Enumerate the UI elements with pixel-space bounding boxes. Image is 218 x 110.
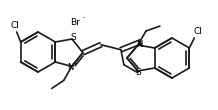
Text: ⁻: ⁻: [81, 16, 85, 22]
Text: S: S: [70, 33, 76, 42]
Text: Br: Br: [70, 17, 80, 27]
Text: Cl: Cl: [194, 27, 203, 36]
Text: S: S: [135, 68, 141, 77]
Text: N: N: [68, 63, 74, 72]
Text: +: +: [73, 61, 78, 66]
Text: Cl: Cl: [10, 20, 19, 29]
Text: N: N: [136, 40, 142, 49]
